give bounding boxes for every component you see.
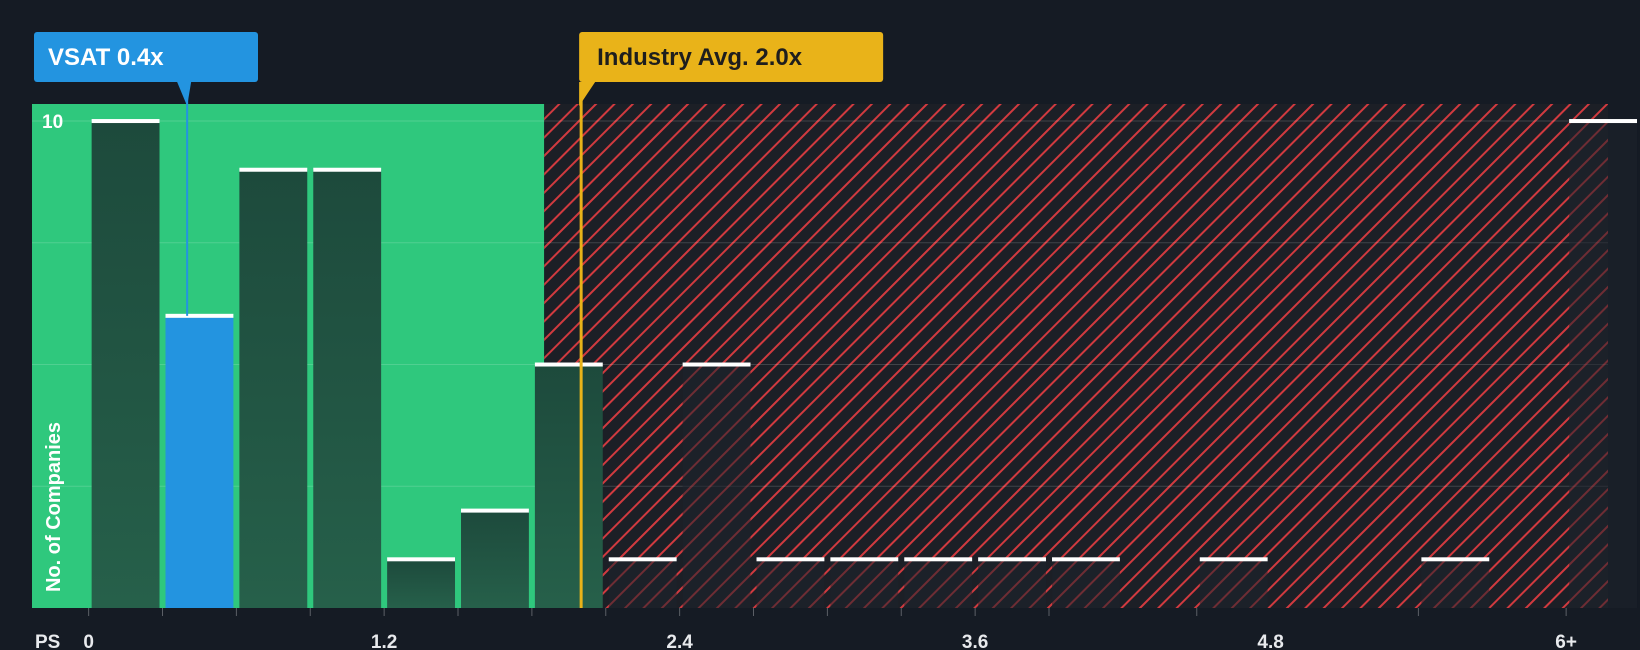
histogram-bar: [239, 169, 308, 608]
histogram-bar: [608, 559, 677, 608]
histogram-bar: [904, 559, 973, 608]
bar-cap: [756, 557, 825, 562]
bar-cap: [239, 167, 308, 172]
bar-cap: [91, 119, 160, 124]
histogram-bar: [313, 169, 382, 608]
bar-cap: [978, 557, 1047, 562]
bar-cap: [461, 508, 529, 513]
histogram-bar: [1569, 121, 1638, 608]
company-label: VSAT 0.4x: [48, 44, 164, 71]
company-bar: [165, 315, 234, 608]
bar-cap: [534, 362, 603, 367]
industry-avg-callout: [579, 32, 884, 82]
x-tick-label: 6+: [1555, 632, 1577, 650]
histogram-bar: [461, 510, 529, 608]
x-tick-label: 4.8: [1257, 632, 1283, 650]
histogram-bar: [1052, 559, 1120, 608]
bar-cap: [830, 557, 899, 562]
bar-cap: [1199, 557, 1268, 562]
histogram-bar: [978, 559, 1047, 608]
histogram-bar: [1199, 559, 1268, 608]
x-tick-label: 3.6: [962, 632, 988, 650]
bar-cap: [1421, 557, 1490, 562]
bar-cap: [608, 557, 677, 562]
bar-cap: [1569, 119, 1638, 124]
company-callout: [34, 32, 258, 82]
company-pointer: [177, 82, 192, 106]
bar-cap: [313, 167, 382, 172]
histogram-bar: [830, 559, 899, 608]
bar-cap: [1052, 557, 1120, 562]
histogram-bar: [91, 121, 160, 608]
y-tick-label: 10: [42, 112, 63, 133]
bar-cap: [904, 557, 973, 562]
histogram-bar: [534, 364, 603, 608]
x-tick-label: 2.4: [666, 632, 693, 650]
x-axis-label: PS: [35, 632, 60, 650]
bar-cap: [165, 313, 234, 318]
histogram-bar: [682, 364, 751, 608]
histogram-bar: [1421, 559, 1490, 608]
industry-avg-label: Industry Avg. 2.0x: [597, 44, 803, 71]
industry-avg-pointer: [579, 82, 596, 106]
y-axis-label: No. of Companies: [43, 422, 65, 592]
histogram-bar: [756, 559, 825, 608]
bar-cap: [682, 362, 751, 367]
x-tick-label: 1.2: [371, 632, 397, 650]
bar-cap: [387, 557, 456, 562]
histogram-bar: [387, 559, 456, 608]
x-tick-label: 0: [83, 632, 94, 650]
